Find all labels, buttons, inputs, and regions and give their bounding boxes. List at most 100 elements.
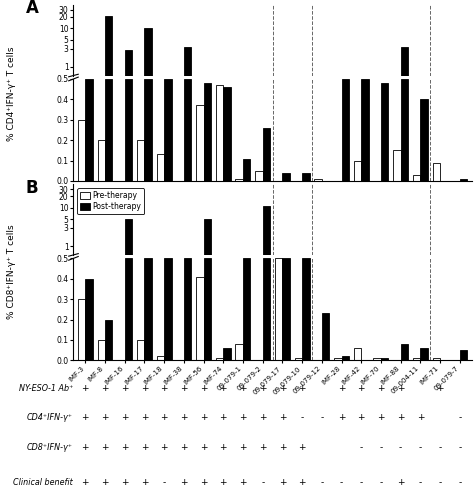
Text: -: - (419, 478, 422, 487)
Text: -: - (320, 413, 323, 422)
Text: +: + (239, 384, 247, 393)
Text: +: + (82, 443, 89, 452)
Bar (342, 79, 349, 181)
Bar (413, 175, 420, 181)
Text: -: - (419, 443, 422, 452)
Bar (184, 259, 191, 360)
Bar (401, 344, 408, 360)
Text: +: + (121, 384, 128, 393)
Bar (105, 16, 112, 504)
Bar (243, 259, 250, 360)
Bar (203, 83, 211, 181)
Text: +: + (397, 413, 404, 422)
Bar (354, 161, 361, 181)
Bar (184, 79, 191, 181)
Text: +: + (141, 443, 148, 452)
Bar (156, 356, 164, 360)
Bar (283, 259, 290, 360)
Bar (203, 259, 211, 360)
Text: +: + (377, 384, 385, 393)
Bar (164, 79, 172, 181)
Text: -: - (438, 443, 442, 452)
Text: +: + (298, 384, 306, 393)
Text: +: + (180, 384, 188, 393)
Text: +: + (279, 413, 286, 422)
Text: -: - (458, 443, 461, 452)
Bar (196, 277, 203, 360)
Bar (302, 259, 310, 360)
Bar (381, 358, 389, 360)
Text: +: + (397, 384, 404, 393)
Bar (105, 320, 112, 360)
Bar (125, 50, 132, 504)
Bar (125, 259, 132, 360)
Text: +: + (279, 478, 286, 487)
Text: -: - (458, 413, 461, 422)
Bar (283, 256, 290, 504)
Text: +: + (259, 443, 266, 452)
Text: +: + (160, 384, 168, 393)
Bar (334, 358, 342, 360)
Text: -: - (399, 443, 402, 452)
Bar (203, 219, 211, 504)
Bar (223, 87, 231, 181)
Text: +: + (357, 384, 365, 393)
Bar (85, 79, 93, 181)
Text: +: + (121, 443, 128, 452)
Bar (381, 83, 389, 181)
Text: +: + (101, 443, 109, 452)
Bar (283, 173, 290, 181)
Bar (460, 179, 467, 181)
Text: +: + (259, 413, 266, 422)
Bar (105, 79, 112, 181)
Bar (125, 219, 132, 504)
Text: +: + (377, 413, 385, 422)
Text: +: + (82, 384, 89, 393)
Text: +: + (437, 384, 444, 393)
Text: -: - (438, 478, 442, 487)
Bar (263, 259, 270, 360)
Text: +: + (160, 413, 168, 422)
Text: +: + (417, 413, 424, 422)
Bar (85, 279, 93, 360)
Text: % CD4⁺IFN-γ⁺ T cells: % CD4⁺IFN-γ⁺ T cells (8, 47, 16, 141)
Bar (275, 259, 283, 360)
Text: B: B (26, 179, 38, 197)
Text: -: - (261, 478, 264, 487)
Text: +: + (101, 478, 109, 487)
Text: +: + (338, 413, 345, 422)
Text: -: - (340, 478, 343, 487)
Text: +: + (121, 478, 128, 487)
Text: -: - (379, 443, 383, 452)
Text: A: A (26, 0, 38, 18)
Text: +: + (121, 413, 128, 422)
Bar (433, 358, 440, 360)
Bar (420, 348, 428, 360)
Text: +: + (338, 384, 345, 393)
Text: +: + (180, 478, 188, 487)
Text: +: + (219, 443, 227, 452)
Bar (342, 356, 349, 360)
Bar (401, 47, 408, 504)
Text: -: - (379, 478, 383, 487)
Bar (302, 173, 310, 181)
Bar (236, 179, 243, 181)
Text: +: + (259, 384, 266, 393)
Bar (78, 120, 85, 181)
Text: +: + (239, 413, 247, 422)
Text: +: + (298, 443, 306, 452)
Text: % CD8⁺IFN-γ⁺ T cells: % CD8⁺IFN-γ⁺ T cells (8, 224, 16, 319)
Text: +: + (298, 478, 306, 487)
Bar (223, 348, 231, 360)
Bar (145, 28, 152, 504)
Text: -: - (301, 413, 304, 422)
Text: +: + (82, 478, 89, 487)
Bar (98, 340, 105, 360)
Bar (361, 77, 369, 504)
Bar (236, 344, 243, 360)
Bar (145, 79, 152, 181)
Text: -: - (360, 478, 363, 487)
Bar (243, 159, 250, 181)
Bar (413, 358, 420, 360)
Bar (98, 140, 105, 181)
